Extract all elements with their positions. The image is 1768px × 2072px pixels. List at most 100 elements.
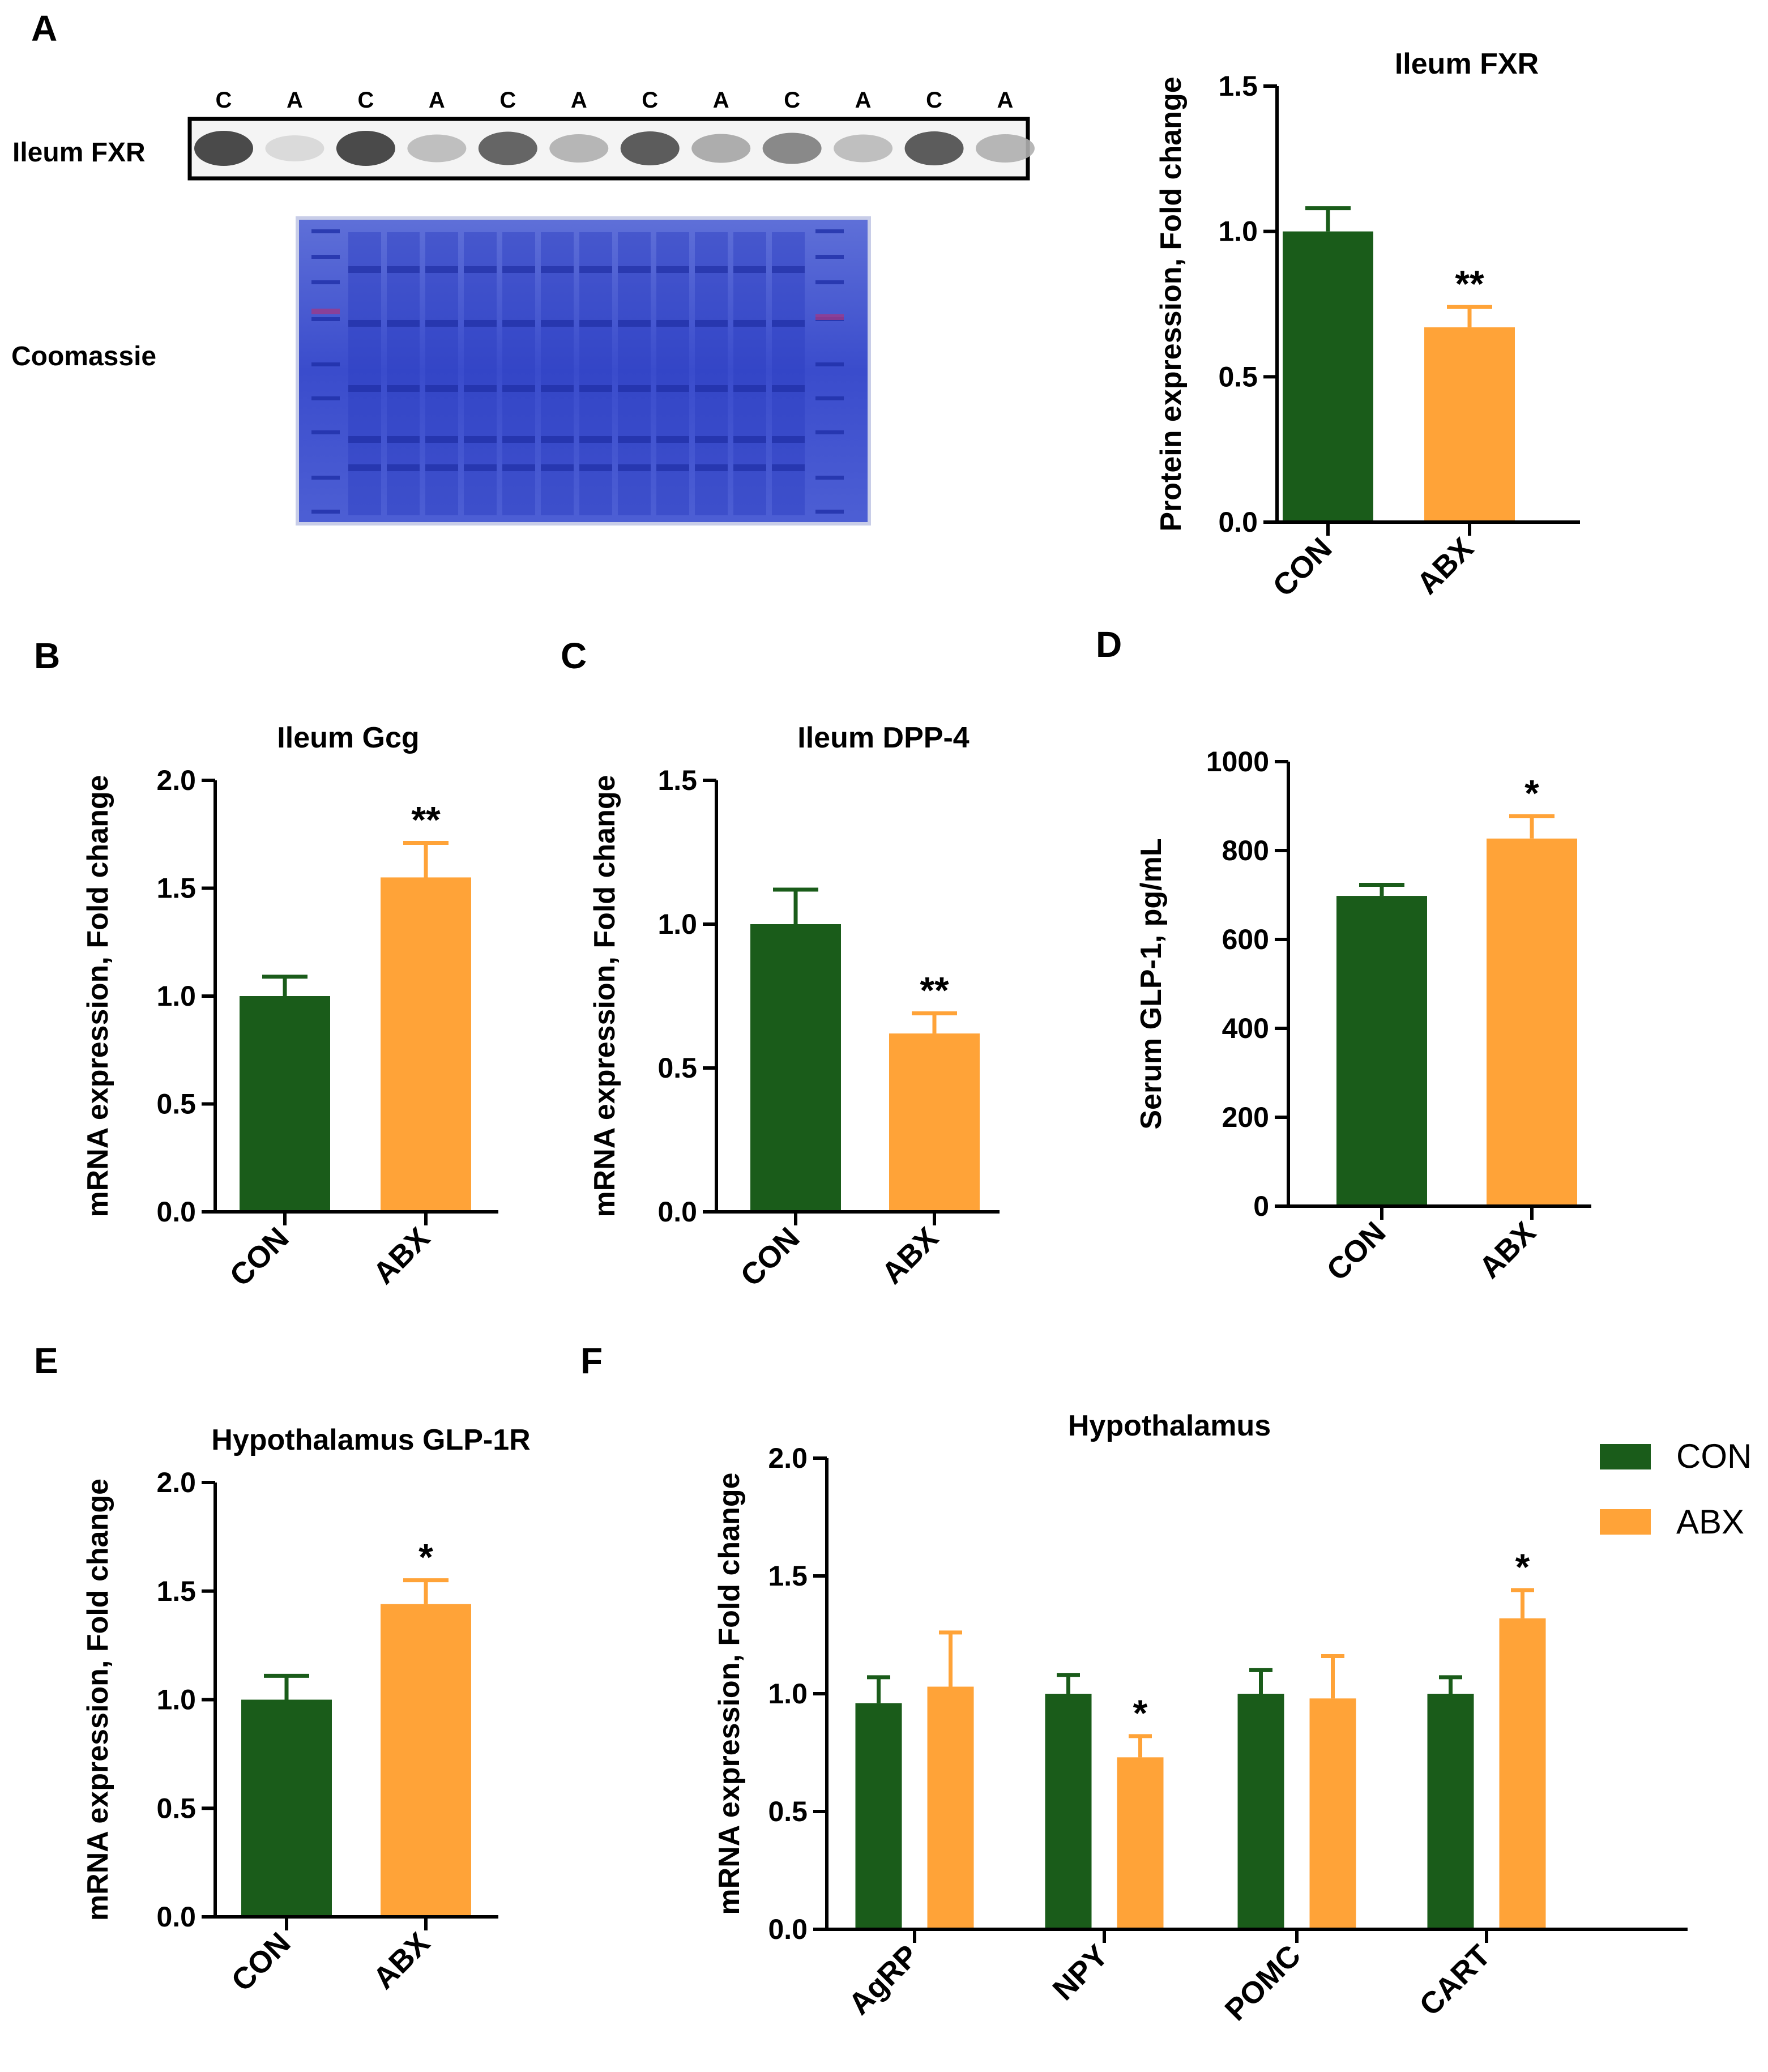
coomassie-sample-band [541,320,574,327]
coomassie-marker-band [815,255,844,259]
coomassie-marker-band [815,314,844,320]
blot-lane-label: A [571,88,587,113]
coomassie-sample-band [387,436,420,443]
coomassie-marker-band [311,280,340,284]
western-blot: Ileum FXR C A C A C A C A C A C A Coomassie [11,88,1035,526]
coomassie-sample-band [348,320,381,327]
coomassie-sample-lane [387,232,420,515]
y-tick-label: 1.0 [657,908,697,940]
legend-swatch-abx [1600,1509,1651,1535]
coomassie-sample-band [733,464,766,471]
blot-bands [194,131,1035,166]
bar [855,1703,902,1928]
blot-band [620,131,680,165]
coomassie-sample-band [695,266,728,273]
panel-label-d: D [1096,624,1122,665]
coomassie-sample-band [425,436,458,443]
coomassie-sample-band [541,385,574,392]
y-axis-label: Serum GLP-1, pg/mL [1135,838,1168,1129]
category-label: CART [1413,1938,1497,2022]
bar [1427,1694,1474,1928]
y-tick-label: 0.5 [156,1792,196,1824]
coomassie-lanes [311,229,844,515]
bar [889,1033,980,1210]
y-tick-label: 1.5 [768,1560,808,1592]
blot-band [194,131,253,166]
coomassie-sample-band [772,266,805,273]
y-tick-label: 1.0 [156,1684,196,1716]
y-tick-label: 0.5 [1218,361,1258,392]
coomassie-sample-band [464,320,497,327]
significance-marker: * [1515,1546,1530,1588]
coomassie-sample-band [695,436,728,443]
blot-lane-label: C [216,88,232,113]
bar [1283,231,1373,520]
coomassie-marker-band [311,229,340,233]
y-tick-label: 1.0 [768,1678,808,1710]
bar [1117,1757,1164,1928]
chart-title: Hypothalamus GLP-1R [211,1424,530,1456]
coomassie-sample-band [695,320,728,327]
coomassie-marker-band [815,362,844,366]
coomassie-sample-band [733,266,766,273]
blot-band [407,134,467,163]
coomassie-sample-band [502,266,535,273]
coomassie-sample-lane [348,232,381,515]
y-tick-label: 0.0 [657,1196,697,1228]
chart-title: Ileum DPP-4 [797,721,969,754]
coomassie-sample-band [733,385,766,392]
coomassie-sample-band [579,266,612,273]
coomassie-sample-band [733,436,766,443]
legend: CON ABX [1600,1437,1752,1541]
category-label: ABX [875,1221,945,1291]
coomassie-sample-band [502,436,535,443]
y-axis-label: Protein expression, Fold change [1155,76,1188,531]
coomassie-sample-band [425,464,458,471]
category-label: POMC [1219,1938,1308,2027]
coomassie-sample-band [695,385,728,392]
coomassie-sample-band [464,464,497,471]
blot-band [265,135,324,161]
coomassie-sample-band [772,320,805,327]
category-label: ABX [1472,1215,1542,1285]
chart-title: Hypothalamus [1068,1409,1271,1442]
coomassie-sample-band [695,464,728,471]
significance-marker: * [1133,1692,1148,1734]
y-tick-label: 0.5 [768,1796,808,1827]
blot-band [478,131,537,165]
coomassie-sample-band [772,436,805,443]
y-tick-label: 1000 [1206,746,1269,777]
coomassie-marker-band [311,362,340,366]
y-tick-label: 0.5 [657,1052,697,1084]
bar [1309,1698,1356,1928]
blot-lane-label: A [429,88,445,113]
coomassie-sample-band [502,320,535,327]
coomassie-sample-lane [618,232,651,515]
category-label: ABX [366,1926,436,1996]
y-tick-label: 800 [1222,835,1269,866]
coomassie-sample-band [387,464,420,471]
panel-label-e: E [34,1340,58,1381]
y-tick-label: 0.0 [156,1901,196,1933]
category-label: CON [1320,1215,1392,1287]
blot-lane-label: C [926,88,942,113]
panel-label-b: B [34,635,60,676]
y-axis-label: mRNA expression, Fold change [588,775,621,1217]
chart-title: Ileum FXR [1395,48,1539,80]
blot-lane-label: C [499,88,516,113]
chart-e: 0.0 0.5 1.0 1.5 2.0 Hypothalamus GLP-1R mRNA e… [82,1424,531,1998]
coomassie-sample-band [579,320,612,327]
coomassie-marker-band [311,430,340,434]
blot-lane-label: A [855,88,872,113]
y-tick-label: 2.0 [156,764,196,796]
y-tick-label: 0.0 [768,1913,808,1945]
blot-lane-label: C [642,88,658,113]
blot-lane-label: C [357,88,374,113]
coomassie-sample-lane [695,232,728,515]
chart-a: 0.0 0.5 1.0 1.5 Ileum FXR Protein expression,… [1155,48,1580,603]
bar [927,1686,974,1928]
y-tick-label: 0.0 [156,1196,196,1228]
y-tick-label: 1.5 [156,873,196,904]
category-label: AgRP [842,1938,925,2021]
